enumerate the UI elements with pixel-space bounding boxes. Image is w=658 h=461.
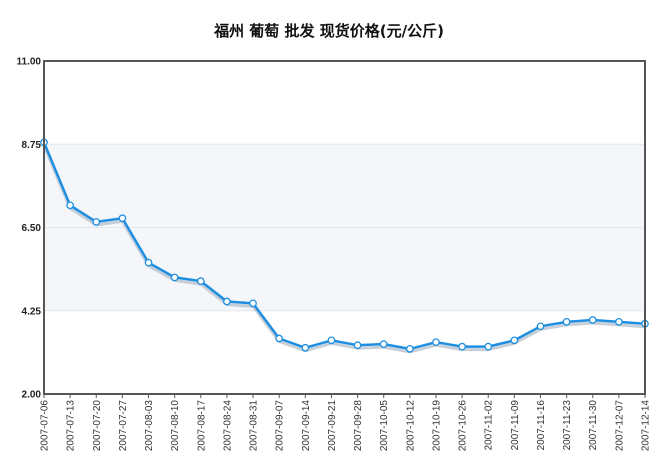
data-point <box>353 341 362 350</box>
data-point <box>118 214 127 223</box>
x-tick-label: 2007-11-09 <box>510 400 521 451</box>
x-tick-label: 2007-11-02 <box>484 400 495 451</box>
data-point <box>458 342 466 351</box>
data-point <box>92 218 101 226</box>
data-point <box>536 322 545 331</box>
x-axis-ticks: 2007-07-06 2007-07-13 2007-07-20 2007-07-27… <box>40 394 652 451</box>
data-point <box>405 345 414 353</box>
y-tick-label: 11.00 <box>17 57 42 68</box>
x-tick-label: 2007-10-05 <box>379 400 390 452</box>
plot-frame <box>43 60 646 395</box>
series-line <box>42 141 646 351</box>
x-tick-label: 2007-07-13 <box>66 400 77 452</box>
x-tick-label: 2007-12-07 <box>614 400 625 452</box>
data-point <box>484 342 493 351</box>
y-tick-label: 2.00 <box>22 390 42 401</box>
x-tick-label: 2007-10-19 <box>431 400 442 452</box>
data-point <box>510 336 519 345</box>
data-point <box>327 336 336 345</box>
x-tick-label: 2007-10-26 <box>458 400 469 452</box>
x-tick-label: 2007-07-27 <box>118 400 129 452</box>
x-tick-label: 2007-10-12 <box>405 400 416 452</box>
x-tick-label: 2007-09-14 <box>301 400 312 452</box>
data-point <box>196 277 205 285</box>
x-tick-label: 2007-09-07 <box>275 400 286 452</box>
data-point <box>249 299 257 308</box>
data-point <box>432 338 440 347</box>
chart-title: 福州 葡萄 批发 现货价格(元/公斤) <box>213 22 444 40</box>
x-tick-label: 2007-12-14 <box>641 400 652 452</box>
y-tick-label: 8.75 <box>22 140 42 151</box>
x-tick-label: 2007-07-06 <box>40 400 51 452</box>
y-tick-label: 6.50 <box>22 223 42 234</box>
y-axis-ticks: 2.00 4.25 6.50 8.75 11.00 <box>17 57 42 401</box>
data-point <box>379 340 388 348</box>
x-tick-label: 2007-09-21 <box>327 400 338 452</box>
data-point <box>615 317 623 326</box>
x-tick-label: 2007-08-17 <box>196 400 207 452</box>
x-tick-label: 2007-07-20 <box>92 400 103 452</box>
series-line-shadow <box>42 144 646 354</box>
x-tick-label: 2007-11-23 <box>562 400 573 451</box>
y-tick-label: 4.25 <box>22 306 42 317</box>
x-tick-label: 2007-08-31 <box>249 400 260 452</box>
x-tick-label: 2007-09-28 <box>353 400 364 452</box>
series-layer <box>40 138 649 354</box>
x-tick-label: 2007-11-16 <box>536 400 547 451</box>
data-point <box>275 334 284 343</box>
data-point <box>301 343 310 352</box>
data-point <box>170 273 179 282</box>
x-tick-label: 2007-08-03 <box>144 400 155 452</box>
x-tick-label: 2007-11-30 <box>588 400 599 451</box>
x-tick-label: 2007-08-24 <box>222 400 233 452</box>
data-point <box>144 258 153 267</box>
data-point <box>562 317 571 326</box>
data-point <box>223 297 231 306</box>
data-point <box>588 316 597 324</box>
x-tick-label: 2007-08-10 <box>170 400 181 452</box>
data-point <box>66 201 74 210</box>
